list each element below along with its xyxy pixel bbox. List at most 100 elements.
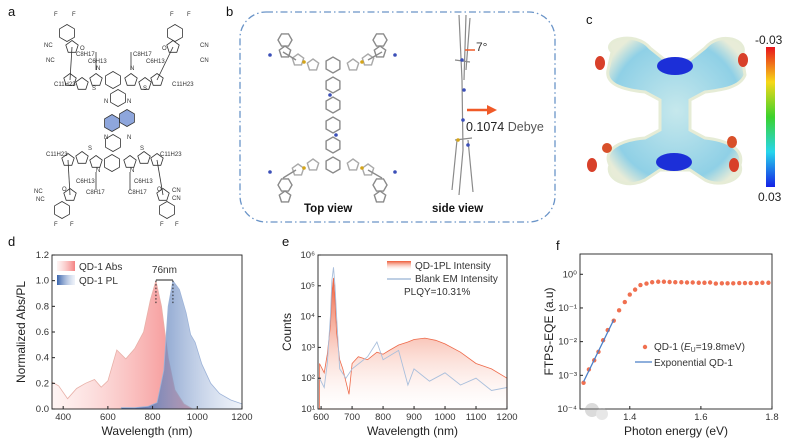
data-point [725, 281, 730, 286]
x-tick-label: 1.6 [694, 412, 707, 423]
atom [360, 166, 364, 170]
legend-label-exponential: Exponential QD-1 [654, 358, 733, 369]
chemical-structure [54, 24, 183, 219]
data-point [581, 380, 586, 385]
five-membered-ring [150, 153, 164, 166]
series-exponential-qd-1-line [583, 319, 615, 382]
atom-label: O [157, 187, 162, 193]
data-point [742, 280, 748, 286]
ring [325, 56, 341, 74]
atom [466, 143, 470, 147]
atom-label: F [54, 12, 58, 18]
atom-label: C11H23 [46, 152, 68, 158]
benzene-ring [167, 24, 183, 42]
atom-label: NC [36, 197, 45, 203]
legend-label-abs: QD-1 Abs [79, 262, 122, 273]
atom-label: CN [172, 188, 181, 194]
ring [346, 58, 360, 71]
electrostatic-potential-map [587, 36, 748, 186]
atom-label: S [140, 146, 144, 152]
y-tick-label: 10⁻¹ [558, 303, 577, 314]
data-point [760, 280, 765, 285]
x-tick-label: 1.4 [623, 412, 636, 423]
benzene-ring [54, 201, 70, 219]
atom-label: N [104, 99, 108, 105]
data-point [748, 280, 753, 286]
atom [302, 166, 306, 170]
y-tick-label: 10⁶ [301, 250, 316, 261]
ring [325, 116, 341, 134]
atom-label: C6H13 [88, 59, 107, 65]
data-point [713, 281, 719, 286]
ring [278, 45, 292, 58]
ring [306, 58, 320, 71]
bond [367, 51, 383, 61]
stokes-shift-label: 76nm [152, 265, 177, 276]
atom-label: N [96, 66, 100, 72]
data-point [649, 280, 655, 285]
data-point [679, 280, 684, 285]
data-point [737, 280, 742, 286]
bond [282, 51, 297, 61]
atom-label: S [88, 146, 92, 152]
chart-abs-pl: 400 600 800 1000 1200 0.0 0.2 0.4 0.6 0.8 1.0 1.2 Wa… [14, 250, 253, 438]
atom [456, 138, 460, 142]
atom [268, 170, 272, 174]
legend-label-pl: QD-1 PL [79, 276, 118, 287]
data-point [616, 308, 622, 313]
ring [278, 190, 292, 203]
ring [361, 163, 375, 176]
legend-swatch-pl [57, 275, 75, 285]
data-point [766, 280, 771, 285]
dipole-value: 0.1074 Debye [466, 120, 544, 134]
colorbar-min-label: 0.03 [758, 190, 782, 204]
top-view-label: Top view [304, 203, 352, 215]
atom-label: C11H23 [172, 82, 194, 88]
bond [67, 159, 71, 196]
ring [373, 45, 387, 58]
atom-label: F [175, 222, 179, 228]
atom-label: C11H23 [160, 152, 182, 158]
legend-label-blank: Blank EM Intensity [415, 274, 498, 285]
legend-label-part: QD-1 ( [654, 342, 685, 353]
data-point [667, 279, 672, 285]
ring [277, 33, 293, 47]
benzene-ring [119, 109, 135, 127]
benzene-ring [59, 24, 75, 42]
legend-swatch-qd1pl [387, 261, 411, 270]
ring [373, 190, 387, 203]
side-view-molecule [451, 14, 474, 196]
x-tick-label: 600 [313, 412, 329, 423]
x-axis-title: Photon energy (eV) [624, 424, 728, 438]
x-tick-label: 1200 [231, 412, 252, 423]
y-axis-title: FTPS-EQE (a.u) [542, 287, 556, 375]
side-profile [451, 14, 474, 196]
five-membered-ring [89, 155, 103, 168]
legend-swatch-abs [57, 261, 75, 271]
x-tick-label: 800 [145, 412, 161, 423]
atom [328, 93, 332, 97]
x-tick-label: 600 [100, 412, 116, 423]
bond [69, 46, 73, 81]
bond [156, 159, 164, 196]
atom-label: O [62, 187, 67, 193]
atom-label: F [72, 12, 76, 18]
ring [325, 136, 341, 154]
plot-frame [317, 254, 508, 410]
x-tick-label: 800 [375, 412, 391, 423]
y-tick-label: 10⁻² [558, 337, 577, 348]
ring [325, 96, 341, 114]
atom-label: F [160, 222, 164, 228]
ring [346, 158, 360, 171]
legend-label-qd1: QD-1 (EU=19.8meV) [654, 342, 745, 354]
y-tick-label: 0.8 [36, 301, 49, 312]
x-axis-title: Wavelength (nm) [102, 424, 193, 438]
atom-label: N [104, 135, 108, 141]
atom [393, 53, 397, 57]
y-tick-label: 1.2 [36, 250, 49, 261]
plot-frame [579, 253, 773, 410]
series-qd-1pl-intensity-area [319, 277, 508, 410]
panel-label-a: a [8, 4, 16, 19]
ring [325, 156, 341, 174]
atom-label: NC [46, 58, 55, 64]
